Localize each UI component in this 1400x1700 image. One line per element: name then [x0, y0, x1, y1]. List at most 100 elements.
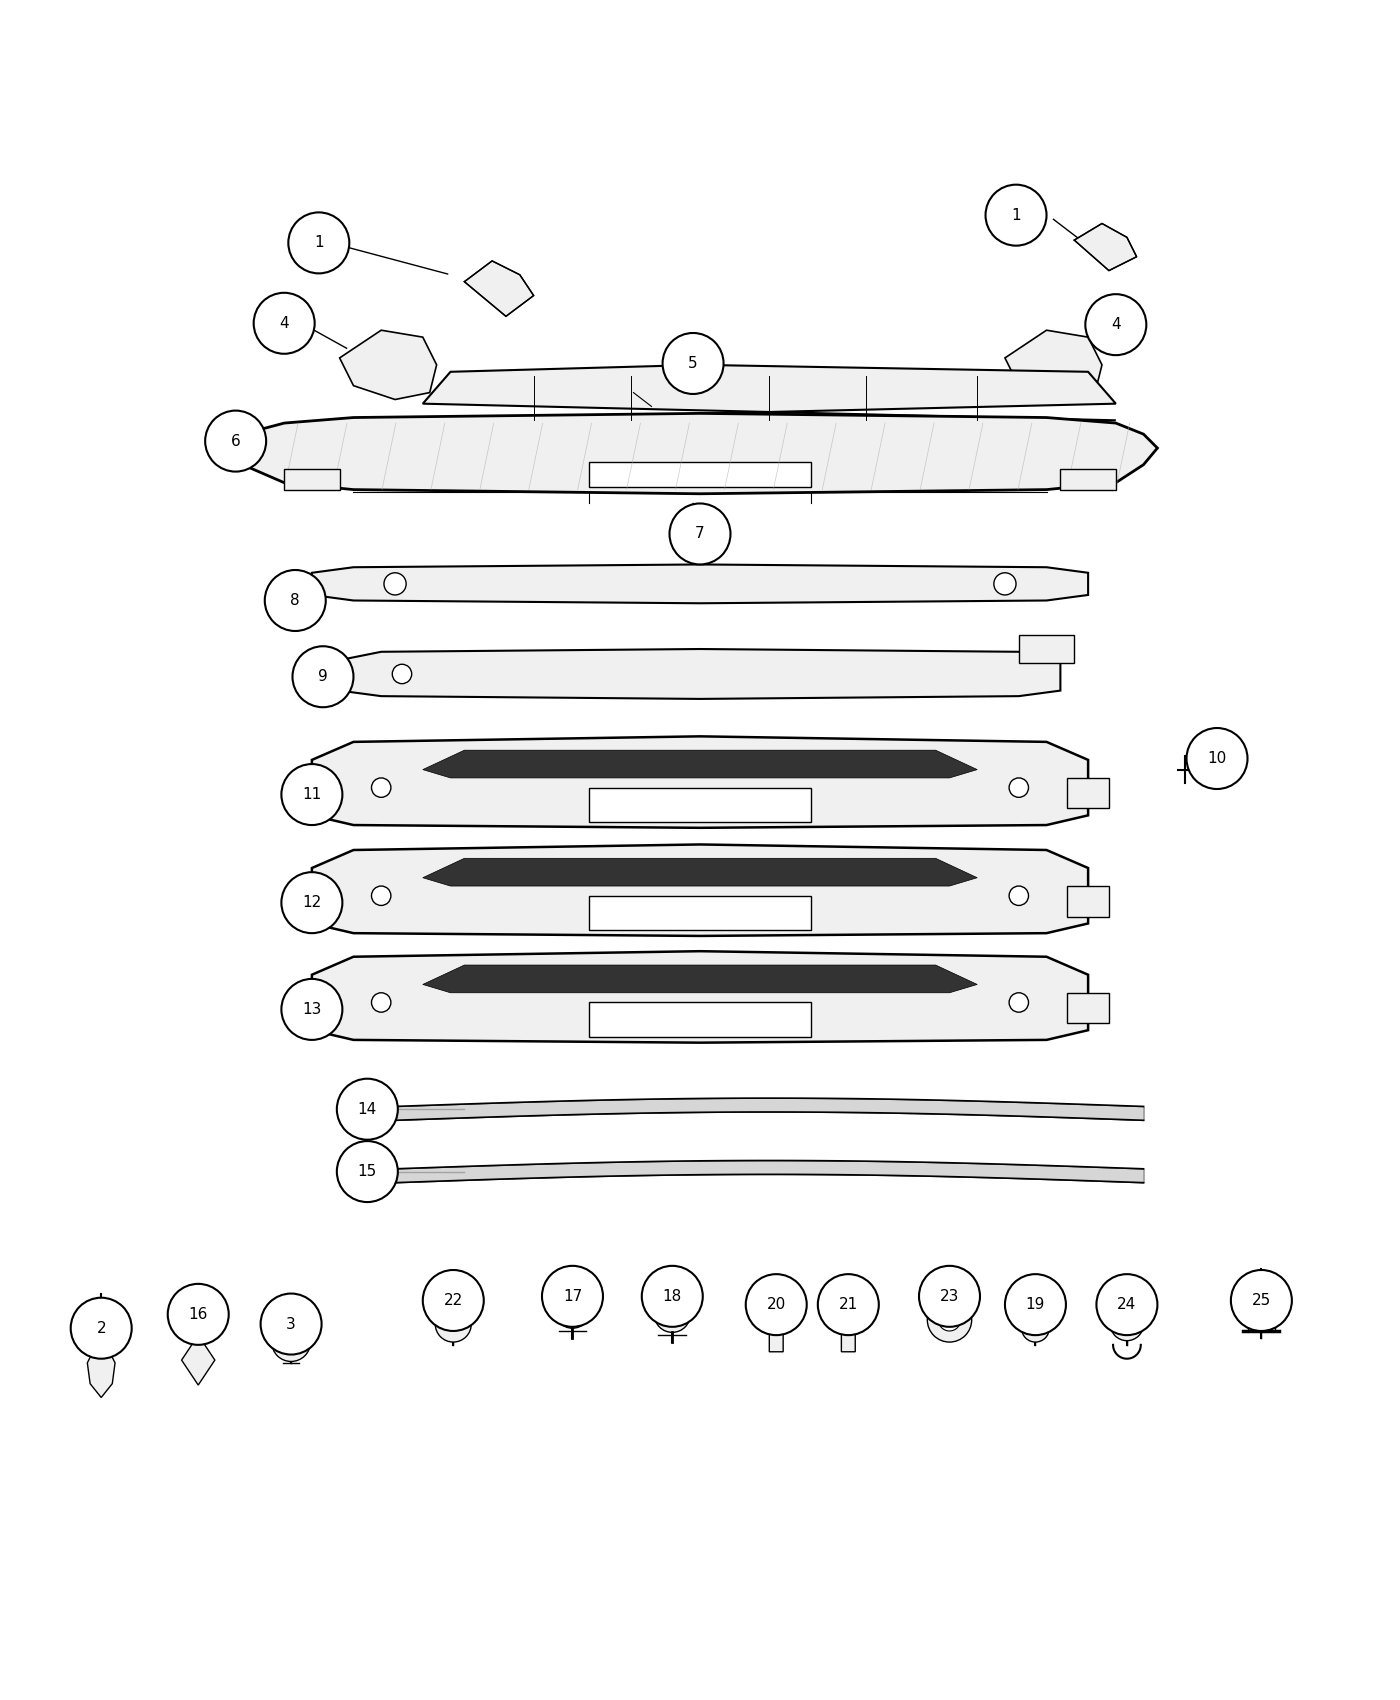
- Text: 18: 18: [662, 1289, 682, 1304]
- Text: 12: 12: [302, 896, 322, 910]
- Circle shape: [1187, 728, 1247, 789]
- Circle shape: [71, 1297, 132, 1358]
- Polygon shape: [763, 1304, 790, 1352]
- Circle shape: [1085, 294, 1147, 355]
- Circle shape: [1231, 1270, 1292, 1331]
- Circle shape: [986, 185, 1047, 246]
- Bar: [1060, 469, 1116, 490]
- Polygon shape: [423, 750, 977, 779]
- Polygon shape: [1074, 223, 1137, 270]
- Circle shape: [337, 1080, 398, 1139]
- Text: 14: 14: [358, 1102, 377, 1117]
- Circle shape: [1110, 1307, 1144, 1341]
- Circle shape: [918, 1266, 980, 1326]
- Bar: [291, 886, 333, 916]
- Polygon shape: [340, 649, 1060, 699]
- Circle shape: [272, 1323, 311, 1362]
- Circle shape: [654, 1297, 690, 1333]
- Circle shape: [168, 1284, 228, 1345]
- Polygon shape: [834, 1304, 862, 1352]
- Text: 5: 5: [689, 355, 697, 371]
- Text: 20: 20: [767, 1297, 785, 1312]
- Circle shape: [435, 1306, 472, 1341]
- Text: 25: 25: [1252, 1294, 1271, 1307]
- Text: 19: 19: [1026, 1297, 1046, 1312]
- Text: 8: 8: [290, 593, 300, 609]
- Polygon shape: [312, 845, 1088, 937]
- Text: 3: 3: [286, 1316, 295, 1331]
- Text: 6: 6: [231, 434, 241, 449]
- Text: 1: 1: [314, 235, 323, 250]
- Circle shape: [293, 646, 353, 707]
- Circle shape: [281, 979, 343, 1040]
- Bar: [291, 993, 333, 1023]
- Circle shape: [265, 570, 326, 631]
- Polygon shape: [423, 858, 977, 886]
- Polygon shape: [312, 952, 1088, 1042]
- Text: 13: 13: [302, 1001, 322, 1017]
- Circle shape: [281, 763, 343, 824]
- Text: 15: 15: [358, 1164, 377, 1180]
- Circle shape: [371, 779, 391, 797]
- Bar: [284, 469, 340, 490]
- Bar: [1247, 1289, 1275, 1331]
- Circle shape: [384, 573, 406, 595]
- Circle shape: [1005, 1275, 1065, 1334]
- Text: 21: 21: [839, 1297, 858, 1312]
- Circle shape: [746, 1275, 806, 1334]
- Circle shape: [1009, 993, 1029, 1012]
- Polygon shape: [589, 1003, 811, 1037]
- Circle shape: [281, 872, 343, 933]
- Bar: [1067, 779, 1109, 809]
- Polygon shape: [589, 787, 811, 823]
- Circle shape: [669, 503, 731, 564]
- Text: 7: 7: [696, 527, 704, 542]
- Polygon shape: [589, 896, 811, 930]
- Circle shape: [423, 1270, 484, 1331]
- Circle shape: [662, 333, 724, 394]
- Circle shape: [542, 1266, 603, 1326]
- Text: 10: 10: [1207, 751, 1226, 767]
- Bar: [291, 779, 333, 809]
- Circle shape: [938, 1309, 960, 1331]
- Circle shape: [371, 886, 391, 906]
- Bar: [1067, 993, 1109, 1023]
- Circle shape: [1022, 1314, 1050, 1341]
- Circle shape: [288, 212, 350, 274]
- Polygon shape: [465, 260, 533, 316]
- Circle shape: [1009, 779, 1029, 797]
- Polygon shape: [87, 1334, 115, 1397]
- Circle shape: [337, 1141, 398, 1202]
- Polygon shape: [589, 462, 811, 486]
- Text: 24: 24: [1117, 1297, 1137, 1312]
- Text: 11: 11: [302, 787, 322, 802]
- Circle shape: [206, 411, 266, 471]
- Bar: [1019, 636, 1074, 663]
- Text: 1: 1: [1011, 207, 1021, 223]
- Polygon shape: [423, 366, 1116, 425]
- Circle shape: [994, 573, 1016, 595]
- Circle shape: [1096, 1275, 1158, 1334]
- Circle shape: [260, 1294, 322, 1355]
- Text: 2: 2: [97, 1321, 106, 1336]
- Circle shape: [253, 292, 315, 354]
- Text: 16: 16: [189, 1307, 209, 1323]
- Text: 9: 9: [318, 670, 328, 683]
- Circle shape: [1009, 886, 1029, 906]
- Circle shape: [371, 993, 391, 1012]
- Bar: [1067, 886, 1109, 916]
- Circle shape: [927, 1297, 972, 1341]
- Circle shape: [392, 665, 412, 683]
- Text: 17: 17: [563, 1289, 582, 1304]
- Polygon shape: [340, 330, 437, 400]
- Text: 4: 4: [280, 316, 288, 332]
- Polygon shape: [214, 413, 1158, 493]
- Circle shape: [818, 1275, 879, 1334]
- Polygon shape: [1005, 330, 1102, 400]
- Circle shape: [554, 1292, 591, 1328]
- Text: 22: 22: [444, 1294, 463, 1307]
- Polygon shape: [312, 564, 1088, 603]
- Text: 23: 23: [939, 1289, 959, 1304]
- Polygon shape: [182, 1334, 214, 1385]
- Polygon shape: [423, 966, 977, 993]
